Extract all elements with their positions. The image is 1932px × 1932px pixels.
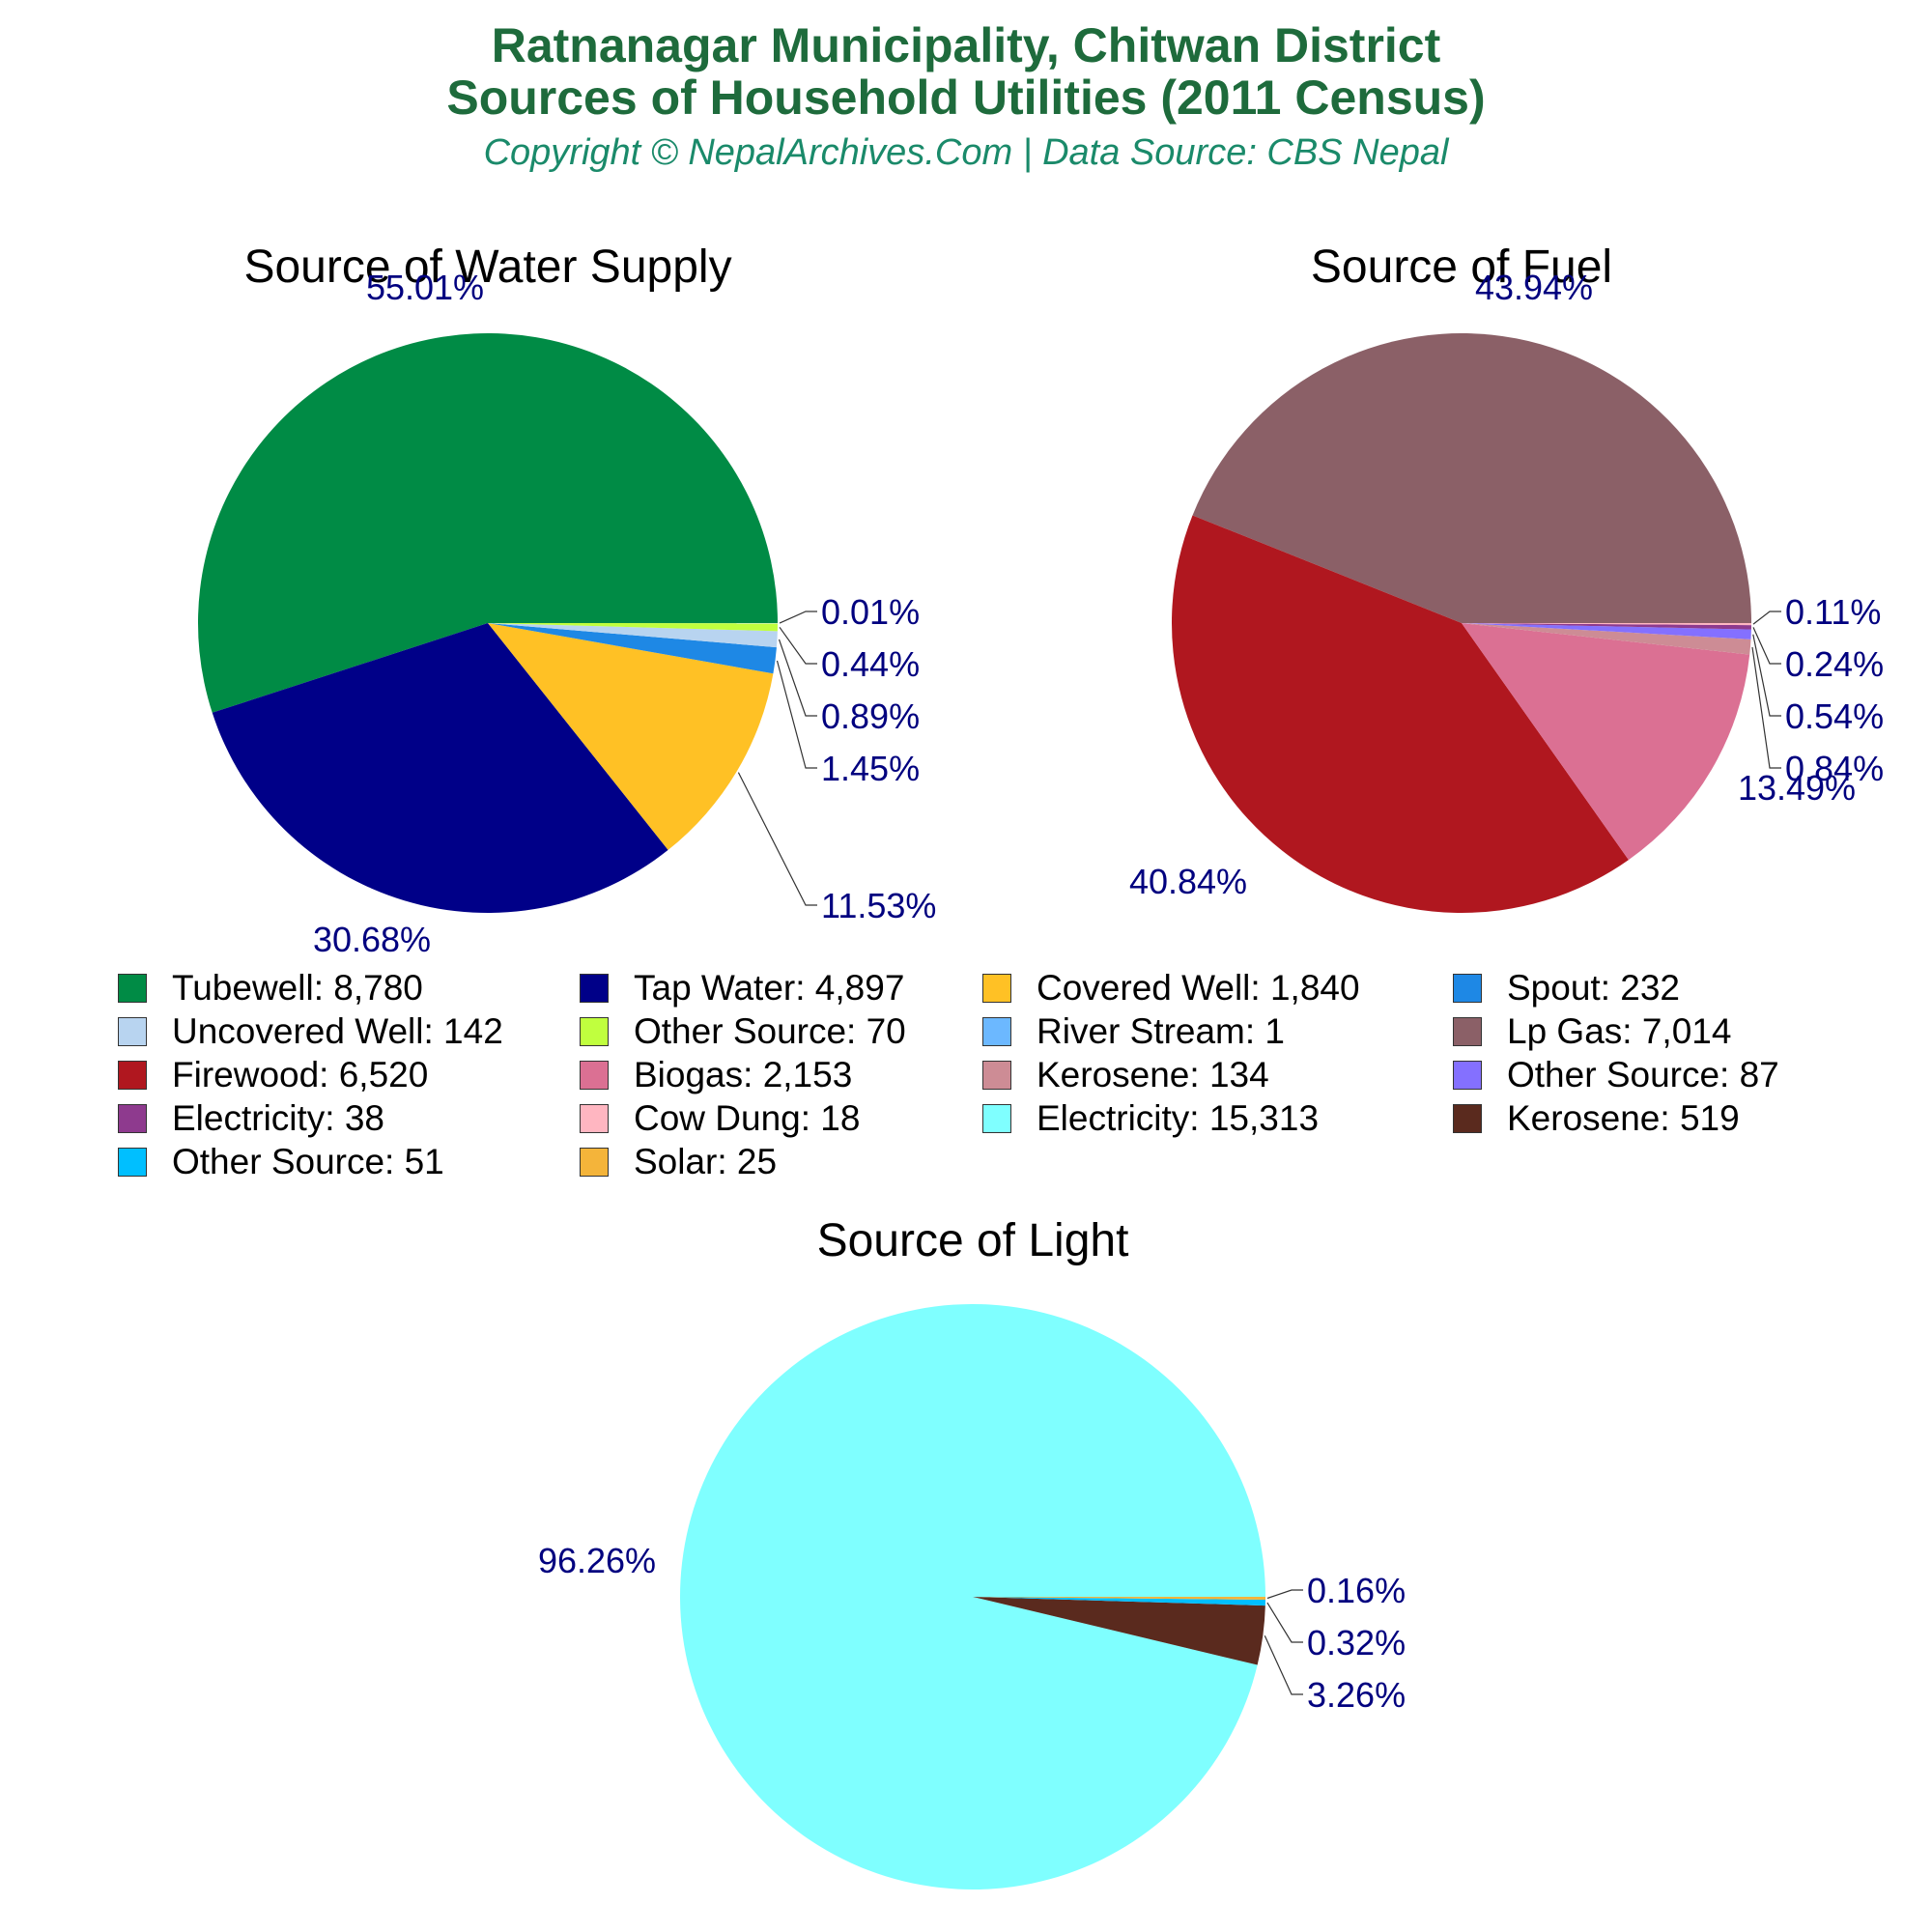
- slice-pct-label: 30.68%: [313, 920, 431, 959]
- label-leader-line: [1752, 627, 1781, 665]
- pie-slice-cow-dung: [1462, 623, 1751, 626]
- pie-slice-lp-gas: [1192, 332, 1751, 623]
- label-leader-line: [1752, 634, 1781, 717]
- slice-pct-label: 55.01%: [366, 268, 484, 307]
- pie-slice-covered-well: [488, 623, 774, 850]
- pie-slice-electricity: [1462, 623, 1751, 630]
- pie-slice-biogas: [1462, 623, 1750, 861]
- pie-slice-spout: [488, 623, 777, 674]
- label-leader-line: [779, 611, 817, 624]
- slice-pct-label: 0.24%: [1785, 644, 1884, 684]
- pie-slice-kerosene: [973, 1597, 1265, 1665]
- pie-slice-tubewell: [198, 332, 778, 713]
- pie-title: Source of Water Supply: [243, 242, 731, 293]
- pie-slice-electricity: [680, 1303, 1265, 1889]
- chart-title-line1: Ratnanagar Municipality, Chitwan Distric…: [491, 18, 1441, 72]
- pie-slice-kerosene: [1462, 623, 1751, 655]
- pie-slice-firewood: [1171, 515, 1629, 914]
- pie-slice-solar: [973, 1597, 1266, 1600]
- label-leader-line: [779, 626, 817, 665]
- slice-pct-label: 0.16%: [1307, 1571, 1406, 1610]
- pie-title: Source of Light: [817, 1215, 1129, 1266]
- pie-slice-other-source: [1462, 623, 1751, 639]
- chart-subtitle: Copyright © NepalArchives.Com | Data Sou…: [483, 132, 1449, 173]
- slice-pct-label: 1.45%: [821, 749, 920, 788]
- slice-pct-label: 13.49%: [1738, 768, 1856, 808]
- label-leader-line: [1752, 611, 1781, 625]
- slice-pct-label: 0.44%: [821, 644, 920, 684]
- label-leader-line: [1266, 1589, 1303, 1600]
- slice-pct-label: 0.89%: [821, 696, 920, 736]
- label-leader-line: [778, 639, 817, 717]
- slice-pct-label: 40.84%: [1129, 862, 1247, 901]
- label-leader-line: [776, 660, 817, 769]
- label-leader-line: [1751, 646, 1781, 769]
- chart-title-line2: Sources of Household Utilities (2011 Cen…: [446, 71, 1486, 125]
- pie-chart-3: Source of Light 96.26% 3.26% 0.32% 0.16%: [538, 1215, 1406, 1889]
- label-leader-line: [737, 772, 817, 906]
- slice-pct-label: 0.54%: [1785, 696, 1884, 736]
- label-leader-line: [1266, 1602, 1303, 1643]
- label-leader-line: [1264, 1635, 1303, 1695]
- slice-pct-label: 96.26%: [538, 1541, 656, 1580]
- slice-pct-label: 3.26%: [1307, 1675, 1406, 1715]
- slice-pct-label: 0.32%: [1307, 1623, 1406, 1662]
- pie-title: Source of Fuel: [1311, 242, 1612, 293]
- slice-pct-label: 0.11%: [1785, 592, 1881, 632]
- pie-slice-other-source: [973, 1597, 1265, 1606]
- pie-slice-other-source: [488, 623, 778, 632]
- pie-slice-uncovered-well: [488, 623, 778, 648]
- slice-pct-label: 0.01%: [821, 592, 920, 632]
- slice-pct-label: 0.84%: [1785, 749, 1884, 788]
- slice-pct-label: 11.53%: [821, 886, 936, 925]
- slice-pct-label: 43.94%: [1475, 268, 1593, 307]
- pie-slice-tap-water: [212, 623, 668, 914]
